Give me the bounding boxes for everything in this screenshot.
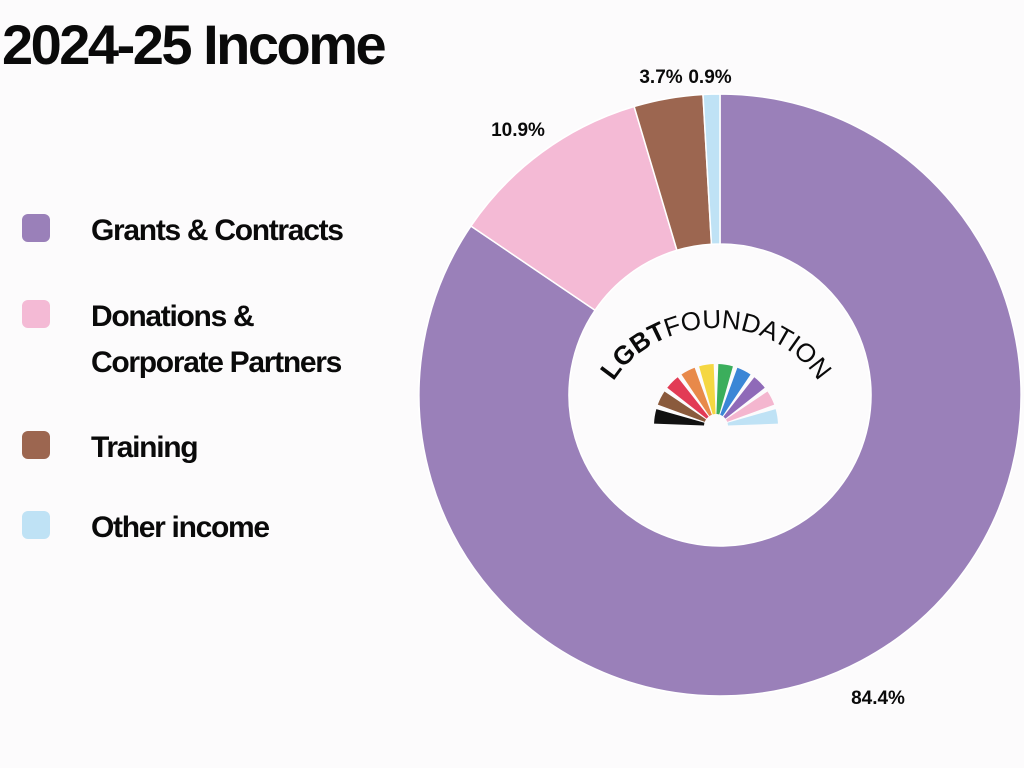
logo-fan-segment <box>657 391 707 422</box>
logo-fan-segment <box>667 377 709 419</box>
legend-label-donations-corporate: Donations & Corporate Partners <box>91 300 342 379</box>
legend-swatch-donations-corporate <box>22 300 50 328</box>
logo-fan-segment <box>654 409 705 426</box>
slice-grants-contracts <box>418 93 1022 697</box>
logo-fan-segment <box>720 367 751 417</box>
lgbt-foundation-logo: LGBTFOUNDATION <box>594 304 838 426</box>
slice-value-label-training: 3.7% <box>639 67 682 88</box>
logo-text: LGBTFOUNDATION <box>594 304 838 385</box>
logo-fan-segment <box>723 377 765 419</box>
slice-value-label-donations-corporate-partners: 10.9% <box>491 120 545 141</box>
slice-value-label-other-income: 0.9% <box>688 67 731 88</box>
legend-swatch-other-income <box>22 511 50 539</box>
slice-value-label-grants-contracts: 84.4% <box>851 688 905 709</box>
legend-label-training: Training <box>91 431 199 464</box>
logo-fan-segment <box>681 367 712 417</box>
logo-rainbow-fan <box>654 364 778 426</box>
chart-title: 2024-25 Income <box>2 13 387 76</box>
logo-fan-segment <box>699 364 716 415</box>
slice-other-income <box>702 93 721 246</box>
logo-fan-segment <box>727 409 778 426</box>
logo-fan-segment <box>725 391 775 422</box>
donut-slices <box>418 93 1022 697</box>
legend-label-grants-contracts: Grants & Contracts <box>91 214 344 247</box>
legend-swatch-grants-contracts <box>22 214 50 242</box>
logo-text-bold: LGBT <box>594 315 670 384</box>
slice-labels: 84.4% 10.9% 3.7% 0.9% <box>491 67 905 709</box>
legend-swatch-training <box>22 431 50 459</box>
legend-label-other-income: Other income <box>91 511 270 544</box>
logo-fan-segment <box>716 364 733 415</box>
